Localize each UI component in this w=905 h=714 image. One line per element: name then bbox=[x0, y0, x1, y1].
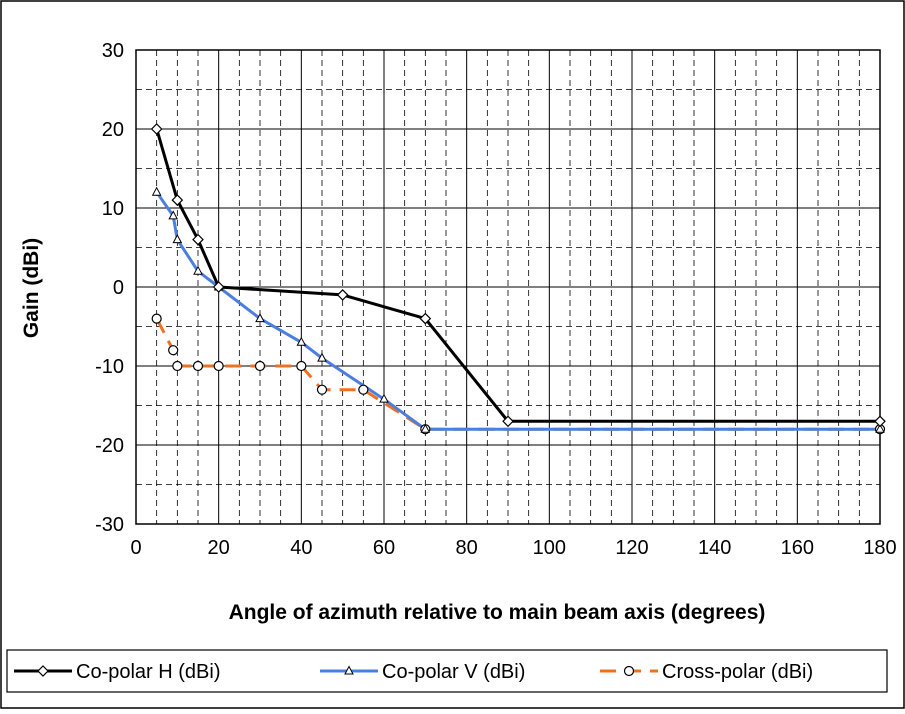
y-tick-label: 10 bbox=[102, 198, 124, 220]
data-point-triangle bbox=[420, 423, 431, 433]
x-tick-label: 160 bbox=[781, 537, 814, 559]
data-point-triangle bbox=[193, 265, 203, 275]
x-tick-label: 20 bbox=[208, 537, 230, 559]
x-tick-label: 0 bbox=[130, 537, 141, 559]
y-tick-label: 30 bbox=[102, 40, 124, 62]
legend-box bbox=[6, 649, 888, 693]
data-point-diamond bbox=[336, 289, 349, 301]
legend: Co-polar H (dBi) Co-polar V (dBi) Cross-po… bbox=[6, 649, 888, 693]
x-tick-label: 40 bbox=[290, 537, 312, 559]
x-tick-label: 180 bbox=[863, 537, 896, 559]
data-point-circle bbox=[316, 384, 328, 395]
data-point-triangle bbox=[296, 336, 307, 346]
y-axis-title: Gain (dBi) bbox=[20, 238, 43, 338]
plot-area bbox=[135, 49, 881, 525]
data-point-triangle bbox=[151, 186, 162, 196]
series-line bbox=[155, 128, 880, 423]
x-tick-label: 140 bbox=[698, 537, 731, 559]
x-tick-label: 80 bbox=[456, 537, 478, 559]
x-axis-title: Angle of azimuth relative to main beam a… bbox=[229, 601, 766, 624]
data-point-triangle bbox=[379, 393, 389, 403]
data-point-triangle bbox=[255, 313, 265, 323]
y-tick-label: 20 bbox=[102, 119, 124, 141]
data-point-triangle bbox=[172, 234, 183, 244]
data-point-diamond bbox=[874, 415, 886, 428]
data-point-circle bbox=[168, 345, 179, 356]
data-point-circle bbox=[192, 360, 204, 372]
series-group bbox=[155, 128, 880, 423]
legend-marker bbox=[344, 665, 354, 675]
y-tick-label: -30 bbox=[95, 514, 124, 536]
y-tick-label: 0 bbox=[113, 277, 124, 299]
legend-label: Cross-polar (dBi) bbox=[662, 661, 813, 683]
y-tick-label: -20 bbox=[95, 435, 124, 457]
data-point-diamond bbox=[192, 233, 204, 246]
data-point-circle bbox=[172, 360, 183, 372]
legend-marker bbox=[37, 665, 49, 677]
x-tick-label: 60 bbox=[373, 537, 395, 559]
series-markers bbox=[151, 186, 885, 433]
legend-label: Co-polar V (dBi) bbox=[382, 661, 525, 683]
data-point-diamond bbox=[502, 415, 514, 428]
data-point-circle bbox=[254, 360, 266, 372]
data-point-triangle bbox=[168, 210, 179, 220]
data-point-circle bbox=[296, 360, 307, 372]
data-point-triangle bbox=[875, 423, 885, 433]
series-markers bbox=[150, 123, 886, 428]
data-point-circle bbox=[151, 313, 162, 324]
data-point-diamond bbox=[212, 281, 225, 293]
y-tick-label: -10 bbox=[95, 356, 124, 378]
legend-marker bbox=[623, 665, 635, 677]
series-layer bbox=[150, 123, 886, 435]
data-point-diamond bbox=[419, 312, 432, 325]
x-tick-label: 120 bbox=[615, 537, 648, 559]
data-point-triangle bbox=[317, 352, 327, 362]
data-point-circle bbox=[213, 360, 224, 372]
data-point-diamond bbox=[150, 123, 163, 135]
x-tick-label: 100 bbox=[533, 537, 566, 559]
data-point-diamond bbox=[171, 194, 184, 206]
data-point-circle bbox=[358, 384, 369, 395]
legend-label: Co-polar H (dBi) bbox=[76, 661, 220, 683]
